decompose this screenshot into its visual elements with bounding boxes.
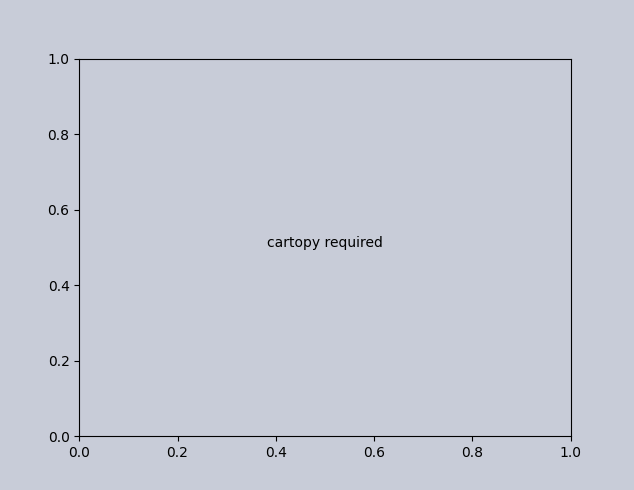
Text: cartopy required: cartopy required [267,237,383,250]
